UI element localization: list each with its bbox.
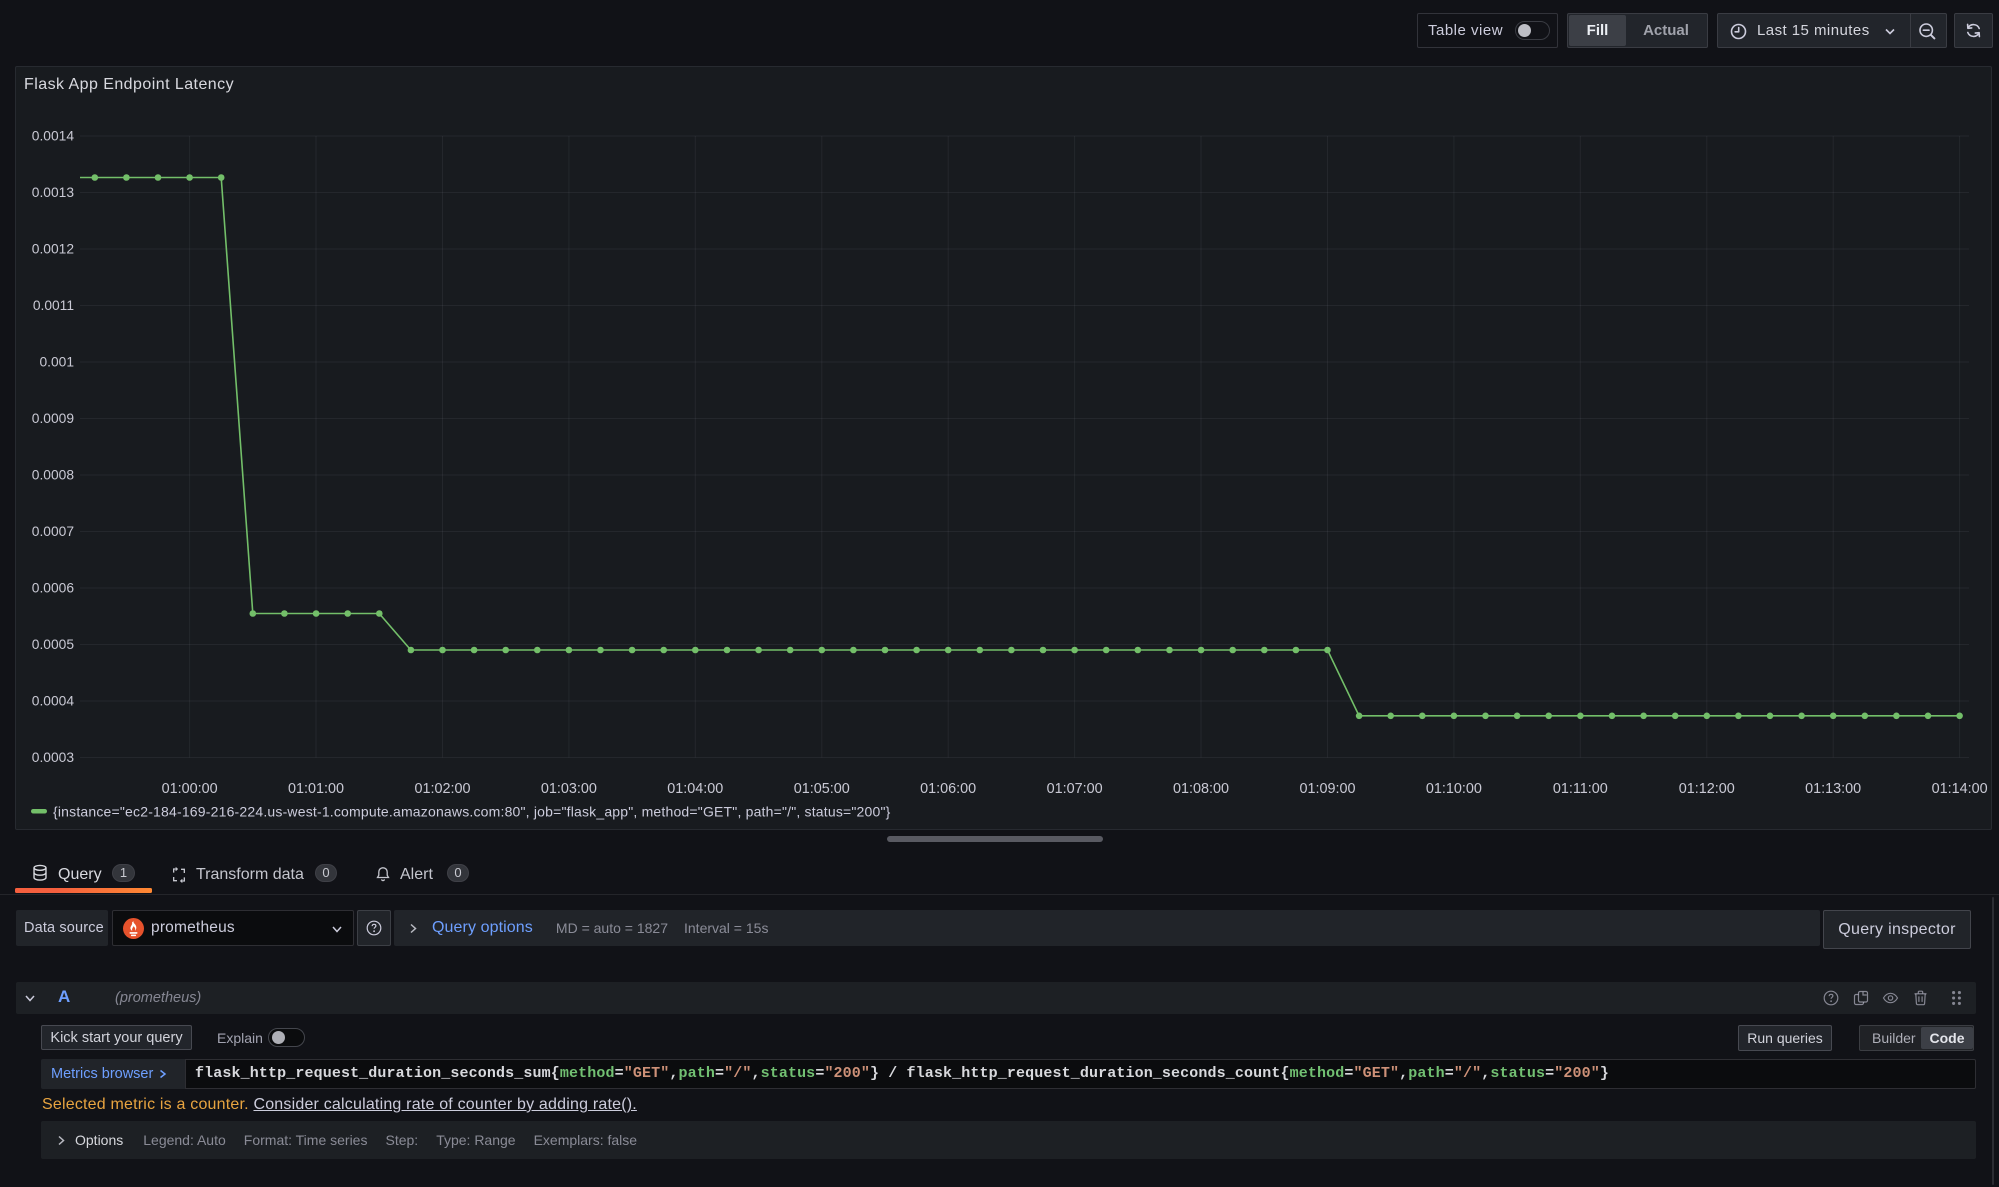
svg-text:0.0014: 0.0014 [32, 129, 75, 144]
svg-text:01:12:00: 01:12:00 [1679, 781, 1735, 797]
svg-text:0.001: 0.001 [39, 355, 74, 370]
svg-text:0.0006: 0.0006 [32, 581, 75, 596]
svg-text:0.0009: 0.0009 [32, 411, 75, 426]
svg-text:0.0004: 0.0004 [32, 694, 75, 709]
svg-text:01:11:00: 01:11:00 [1553, 781, 1608, 797]
svg-text:0.0003: 0.0003 [32, 750, 75, 765]
svg-text:01:03:00: 01:03:00 [541, 781, 597, 797]
svg-text:01:10:00: 01:10:00 [1426, 781, 1482, 797]
svg-text:01:01:00: 01:01:00 [288, 781, 344, 797]
svg-text:{instance="ec2-184-169-216-224: {instance="ec2-184-169-216-224.us-west-1… [53, 804, 891, 820]
svg-text:01:00:00: 01:00:00 [162, 781, 218, 797]
svg-text:0.0012: 0.0012 [32, 242, 74, 257]
svg-text:01:08:00: 01:08:00 [1173, 781, 1229, 797]
svg-text:01:02:00: 01:02:00 [414, 781, 470, 797]
svg-text:01:04:00: 01:04:00 [667, 781, 723, 797]
svg-text:01:07:00: 01:07:00 [1047, 781, 1103, 797]
svg-text:0.0008: 0.0008 [32, 468, 75, 483]
svg-text:0.0013: 0.0013 [32, 185, 75, 200]
svg-text:01:06:00: 01:06:00 [920, 781, 976, 797]
svg-text:0.0007: 0.0007 [32, 524, 74, 539]
svg-text:01:13:00: 01:13:00 [1805, 781, 1861, 797]
svg-text:01:14:00: 01:14:00 [1932, 781, 1988, 797]
svg-text:0.0005: 0.0005 [32, 637, 75, 652]
svg-text:01:09:00: 01:09:00 [1299, 781, 1355, 797]
svg-text:01:05:00: 01:05:00 [794, 781, 850, 797]
svg-text:0.0011: 0.0011 [33, 298, 74, 313]
